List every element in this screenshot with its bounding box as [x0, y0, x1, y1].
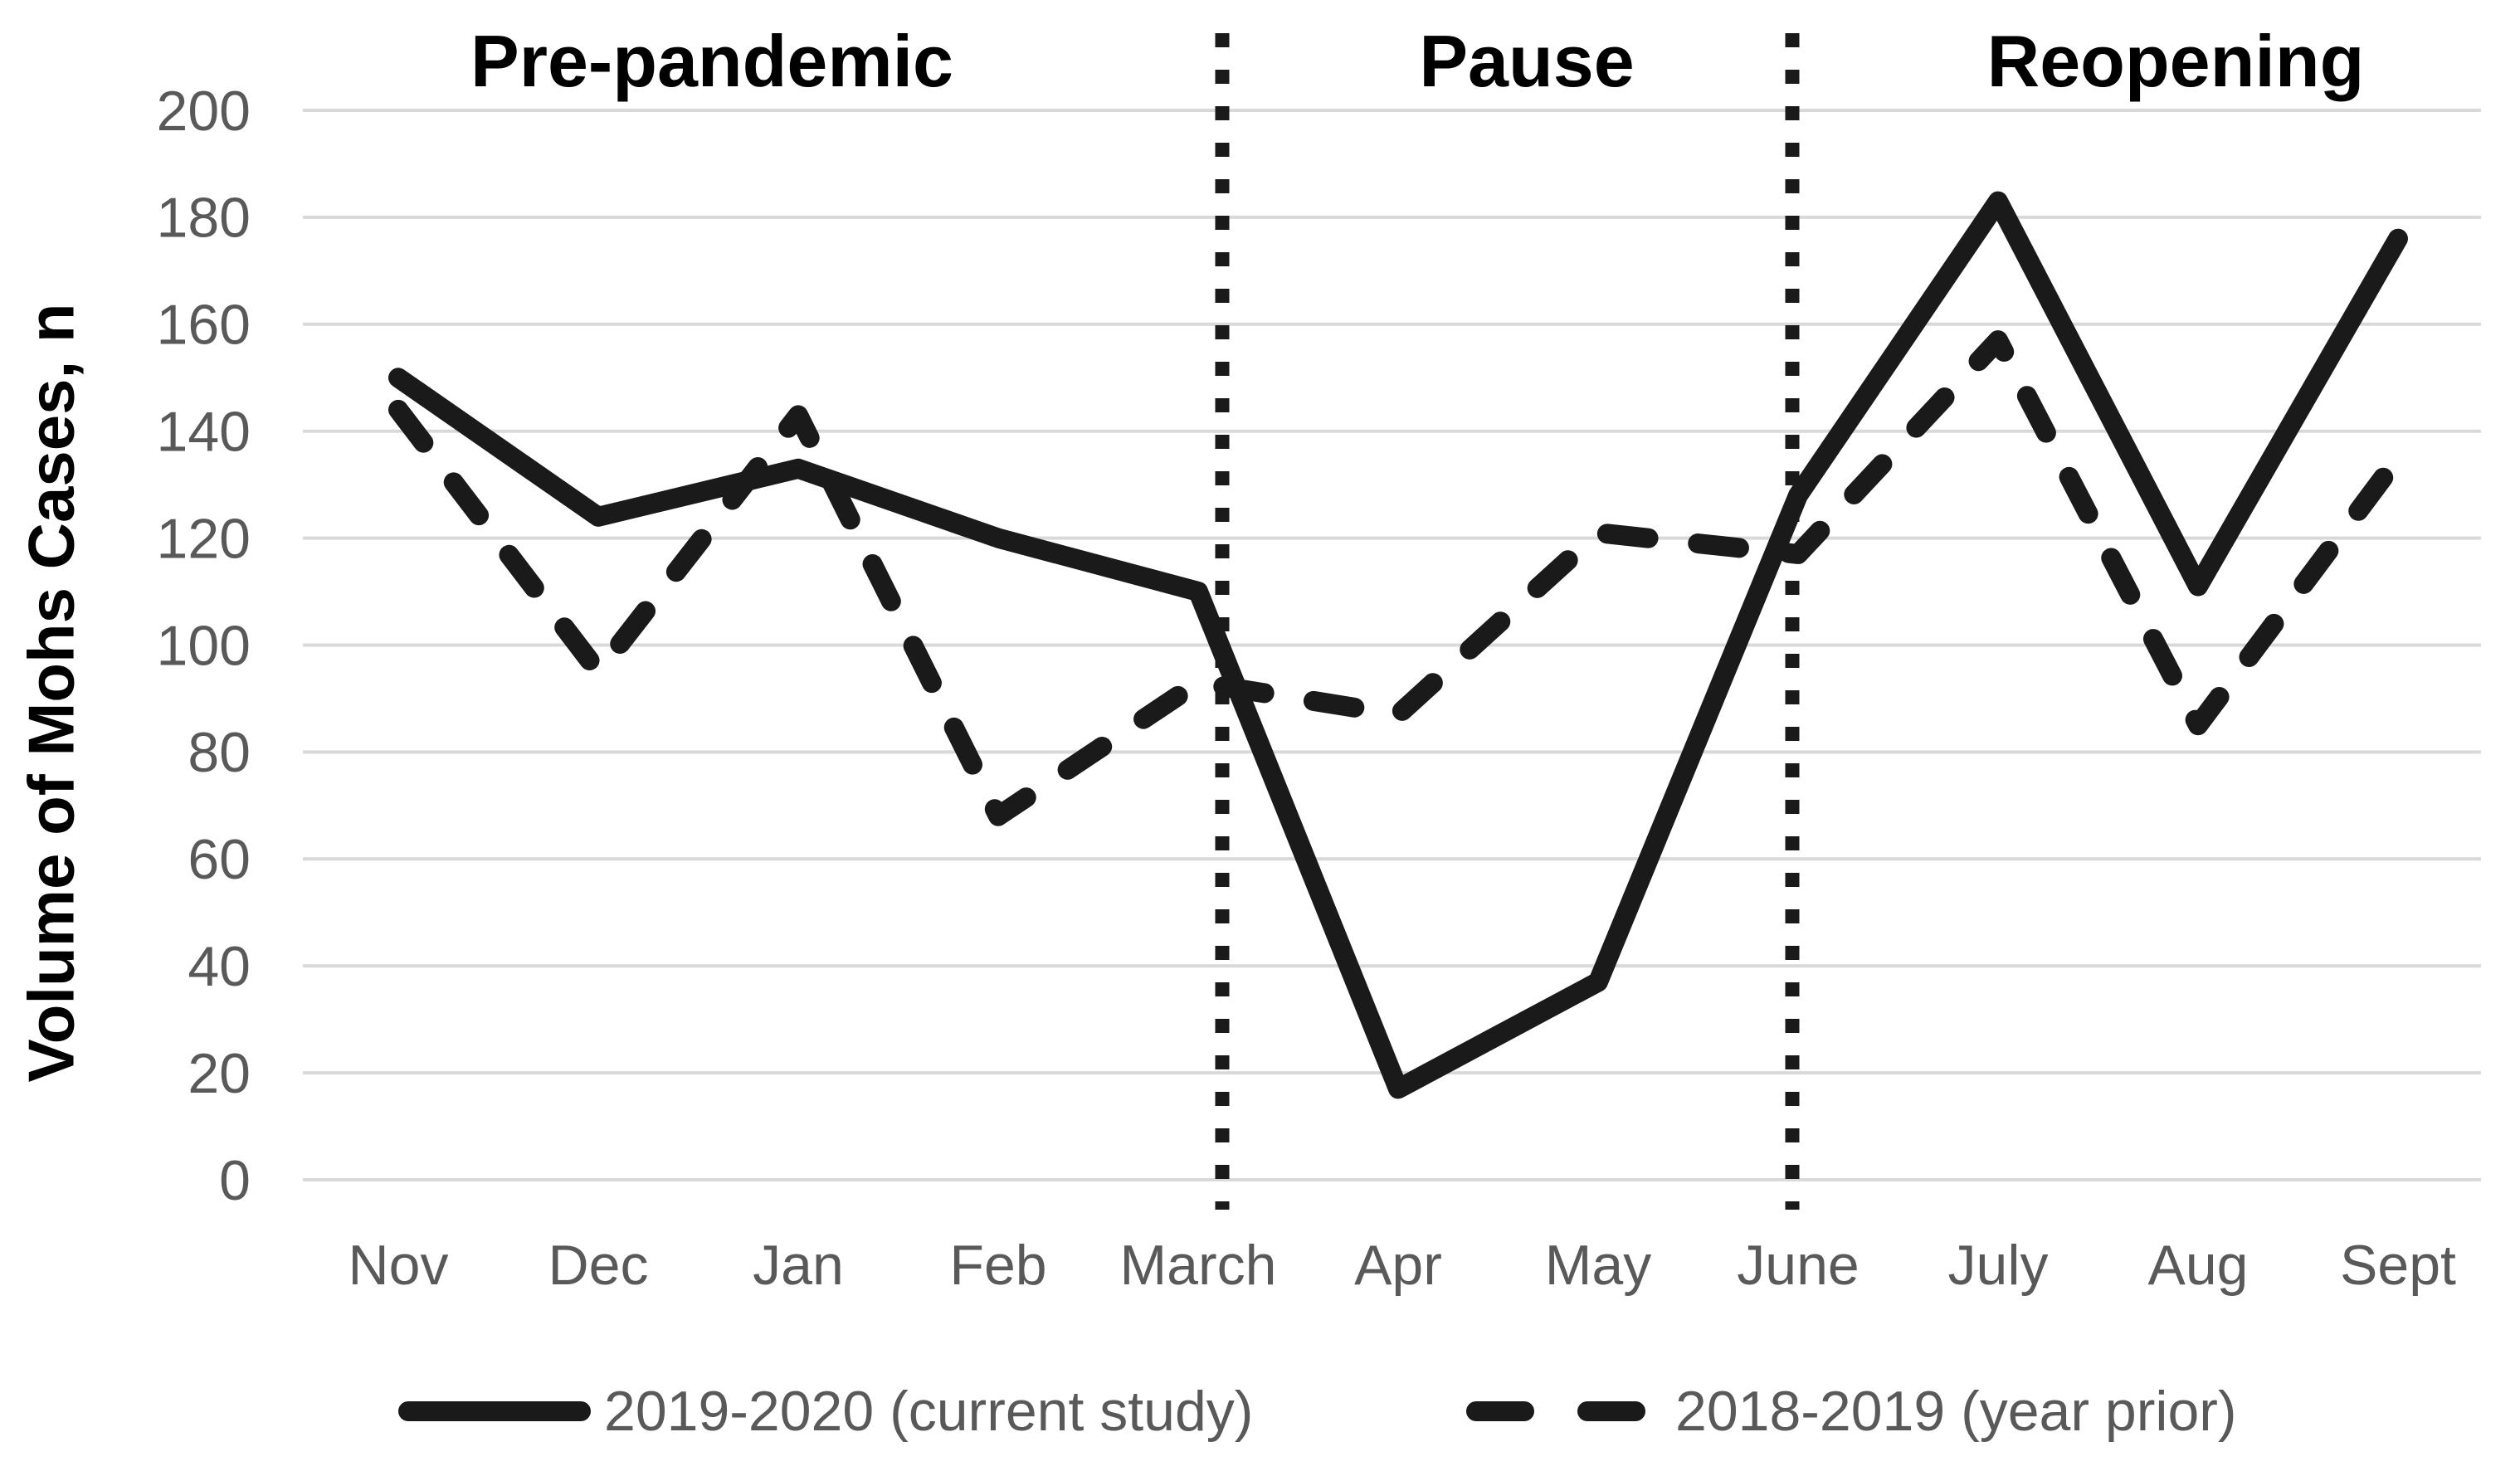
y-tick-label-200: 200 — [157, 80, 251, 143]
y-tick-label-60: 60 — [188, 828, 251, 891]
phase-label-pre-pandemic: Pre-pandemic — [470, 20, 953, 102]
series-line-dashed — [388, 330, 2408, 826]
y-tick-label-160: 160 — [157, 294, 251, 357]
y-axis-title: Volume of Mohs Cases, n — [14, 303, 88, 1083]
x-tick-label-feb: Feb — [949, 1234, 1046, 1297]
series-line-solid — [388, 191, 2408, 1099]
y-tick-label-80: 80 — [188, 721, 251, 784]
legend-dash-segment — [1577, 1401, 1645, 1421]
legend-dash-segment — [1466, 1401, 1534, 1421]
x-tick-label-dec: Dec — [548, 1234, 649, 1297]
legend-dashed-line-swatch — [1466, 1401, 1645, 1421]
x-tick-label-apr: Apr — [1354, 1234, 1442, 1297]
legend-label-year-prior: 2018-2019 (year prior) — [1675, 1380, 2237, 1443]
x-tick-label-jan: Jan — [753, 1234, 844, 1297]
x-tick-label-aug: Aug — [2148, 1234, 2249, 1297]
legend-item-current-study: 2019-2020 (current study) — [398, 1376, 1253, 1446]
x-tick-label-sept: Sept — [2340, 1234, 2456, 1297]
y-tick-label-100: 100 — [157, 614, 251, 677]
x-tick-label-june: June — [1737, 1234, 1859, 1297]
legend-item-year-prior: 2018-2019 (year prior) — [1466, 1376, 2237, 1446]
y-tick-label-40: 40 — [188, 935, 251, 998]
y-tick-label-180: 180 — [157, 187, 251, 250]
y-tick-label-0: 0 — [219, 1149, 251, 1212]
y-tick-label-120: 120 — [157, 507, 251, 570]
x-tick-label-nov: Nov — [349, 1234, 449, 1297]
y-tick-label-140: 140 — [157, 401, 251, 464]
phase-label-reopening: Reopening — [1986, 20, 2365, 102]
x-tick-label-july: July — [1948, 1234, 2049, 1297]
x-tick-label-march: March — [1120, 1234, 1277, 1297]
phase-label-pause: Pause — [1419, 20, 1635, 102]
x-tick-label-may: May — [1545, 1234, 1651, 1297]
legend-solid-line-swatch — [398, 1401, 591, 1421]
y-tick-label-20: 20 — [188, 1042, 251, 1105]
legend-label-current-study: 2019-2020 (current study) — [604, 1380, 1254, 1443]
